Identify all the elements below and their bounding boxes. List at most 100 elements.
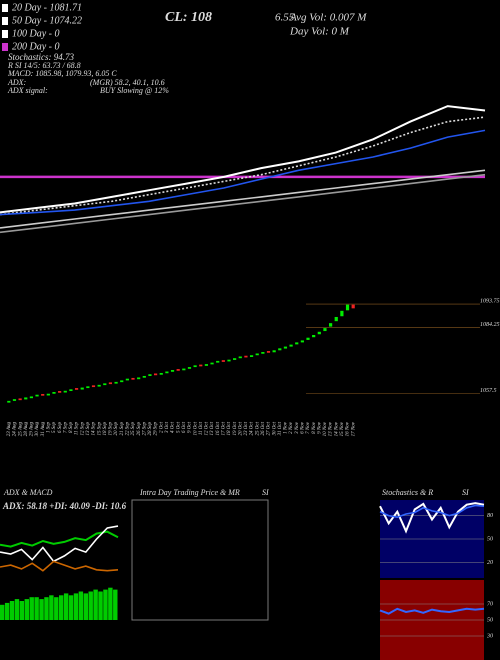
candle — [249, 355, 254, 357]
x-tick-label: 18 Sep — [103, 422, 108, 436]
x-tick-label: 5 Oct — [176, 421, 181, 433]
x-tick-label: 3 Oct — [165, 421, 170, 433]
bar — [83, 593, 88, 620]
candle — [176, 369, 180, 371]
candle — [153, 373, 158, 376]
bar — [93, 589, 98, 620]
bar — [29, 597, 34, 620]
candle — [69, 389, 73, 392]
series-line — [0, 560, 119, 572]
bar — [9, 601, 15, 620]
bar — [78, 591, 84, 620]
candle — [193, 365, 197, 368]
bar — [0, 604, 5, 620]
x-tick-label: 17 Oct — [221, 421, 226, 435]
candle — [266, 351, 271, 353]
candle — [41, 393, 45, 396]
candle — [120, 380, 124, 383]
candle — [29, 396, 34, 399]
y-tick-label: 50 — [487, 617, 493, 623]
series-line — [0, 129, 486, 216]
candle — [108, 382, 113, 385]
x-tick-label: 13 Nov — [329, 421, 334, 436]
x-tick-label: 31 Oct — [278, 421, 283, 435]
annotation: (MGR) 58.2, 40.1, 10.6 — [90, 78, 165, 87]
x-tick-label: 29 Sep — [154, 422, 159, 436]
candle — [74, 388, 79, 390]
x-tick-label: 12 Oct — [205, 421, 210, 435]
annotation: Avg Vol: 0.007 M — [289, 12, 367, 24]
x-tick-label: 20 Sep — [114, 422, 119, 436]
x-tick-label: 16 Oct — [216, 421, 221, 435]
series-line — [0, 116, 486, 216]
candle — [216, 360, 220, 363]
legend-swatch — [2, 43, 8, 51]
x-tick-label: 14 Nov — [334, 421, 339, 436]
candle — [18, 398, 22, 401]
x-tick-label: 27 Sep — [142, 422, 147, 436]
candle — [283, 346, 288, 349]
x-tick-label: 12 Sep — [80, 422, 85, 436]
candle — [323, 328, 327, 332]
candle — [328, 323, 333, 327]
x-tick-label: 25 Sep — [131, 422, 136, 436]
series-line — [0, 105, 486, 214]
candle — [238, 356, 242, 359]
x-tick-label: 26 Oct — [261, 421, 266, 435]
x-tick-label: 30 Aug — [35, 422, 40, 437]
annotation: ADX signal: — [7, 86, 48, 95]
candle — [244, 355, 248, 358]
x-tick-label: 19 Sep — [109, 422, 114, 436]
x-tick-label: 26 Sep — [137, 422, 142, 436]
x-tick-label: 11 Oct — [199, 421, 204, 435]
x-tick-label: 10 Oct — [193, 421, 198, 435]
x-tick-label: 15 Sep — [97, 422, 102, 436]
candle — [63, 390, 67, 393]
panel-title: Intra Day Trading Price & MR — [139, 488, 240, 497]
annotation: 6.55 — [275, 12, 295, 24]
candle — [159, 373, 163, 375]
candle — [142, 375, 146, 378]
x-tick-label: 13 Oct — [210, 421, 215, 435]
legend-swatch — [2, 17, 8, 25]
candle — [12, 399, 17, 401]
candle — [46, 393, 50, 396]
candle — [351, 304, 355, 309]
panel-subtitle: SI — [462, 488, 469, 497]
candle — [137, 377, 141, 380]
bar — [44, 597, 49, 620]
candle — [182, 368, 186, 371]
candle — [52, 392, 56, 394]
bar — [14, 599, 20, 620]
candle — [210, 362, 214, 365]
candle — [312, 334, 316, 338]
annotation: BUY Slowing @ 12% — [100, 86, 169, 95]
candle — [86, 386, 90, 389]
candle — [204, 364, 209, 366]
bar — [54, 597, 59, 620]
candle — [255, 353, 259, 356]
candle — [97, 384, 101, 387]
series-line — [0, 525, 119, 563]
bar — [4, 602, 10, 620]
bar — [34, 597, 39, 620]
candle — [272, 350, 276, 353]
x-tick-label: 23 Oct — [244, 421, 249, 435]
candle — [289, 344, 293, 347]
bar — [68, 595, 74, 620]
candle — [24, 397, 28, 400]
x-tick-label: 1 Nov — [284, 421, 289, 434]
x-tick-label: 8 Nov — [312, 421, 317, 434]
annotation: CL: 108 — [165, 10, 212, 25]
annotation: R SI 14/5: 63.73 / 68.8 — [7, 61, 81, 70]
x-tick-label: 27 Oct — [267, 421, 272, 435]
y-tick-label: 80 — [487, 513, 493, 519]
bar — [98, 591, 103, 620]
x-tick-label: 25 Aug — [18, 422, 23, 437]
candle — [221, 360, 225, 362]
x-tick-label: 5 Sep — [52, 422, 57, 433]
candle — [91, 385, 96, 388]
candle — [300, 340, 304, 343]
x-tick-label: 23 Aug — [7, 422, 12, 437]
